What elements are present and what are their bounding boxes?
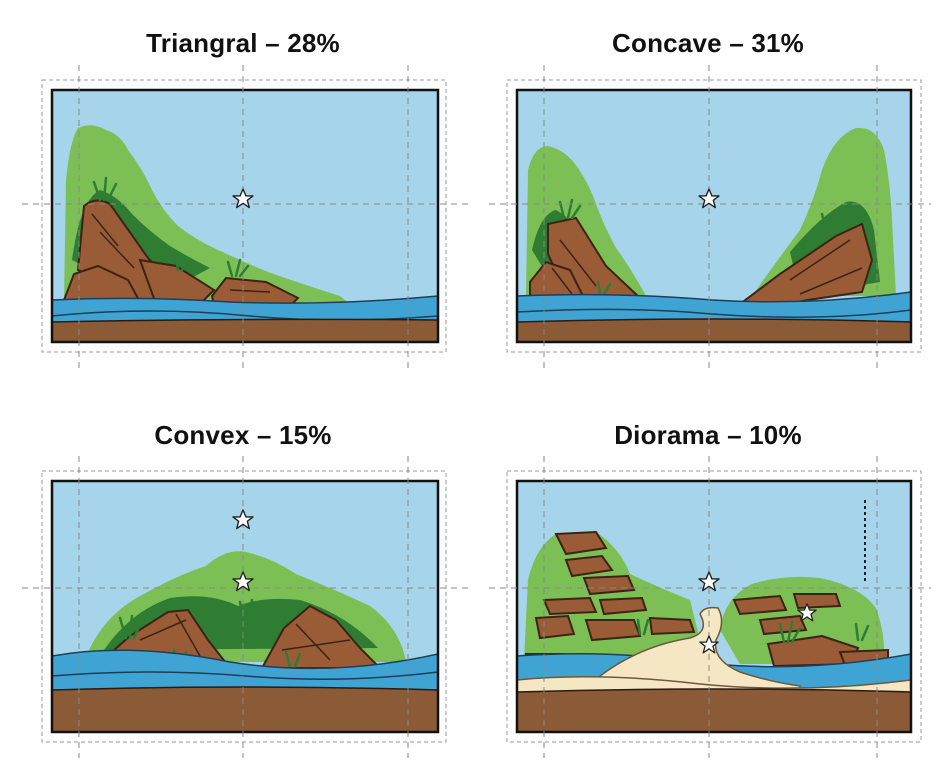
panel-diorama	[489, 456, 931, 758]
rule-of-thirds-guides	[489, 456, 931, 758]
panel-convex	[22, 456, 468, 758]
rock	[138, 258, 216, 305]
tank-frame	[50, 479, 440, 734]
substrate	[52, 318, 438, 342]
outer-dashed-border	[506, 79, 922, 353]
panel-title-triangral: Triangral – 28%	[146, 28, 340, 58]
outer-dashed-border	[41, 470, 447, 743]
panel-triangral	[22, 65, 468, 368]
tank-frame	[515, 479, 913, 734]
panel-title-concave: Concave – 31%	[612, 28, 804, 58]
panel-concave	[489, 65, 931, 368]
outer-dashed-border	[506, 470, 922, 743]
tank-frame	[50, 88, 440, 344]
panel-title-diorama: Diorama – 10%	[614, 420, 802, 450]
outer-dashed-border	[41, 79, 447, 353]
panel-title-convex: Convex – 15%	[154, 420, 332, 450]
tank-frame	[515, 88, 913, 344]
substrate	[517, 688, 911, 732]
substrate	[517, 318, 911, 342]
substrate	[52, 686, 438, 732]
